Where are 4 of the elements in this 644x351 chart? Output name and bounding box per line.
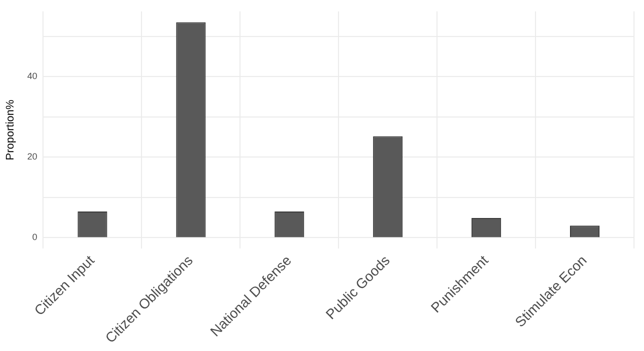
y-tick-label: 20 (27, 152, 38, 162)
y-axis-title: Proportion% (4, 100, 17, 160)
y-tick-label: 0 (32, 232, 38, 242)
y-tick-label: 40 (27, 71, 38, 82)
